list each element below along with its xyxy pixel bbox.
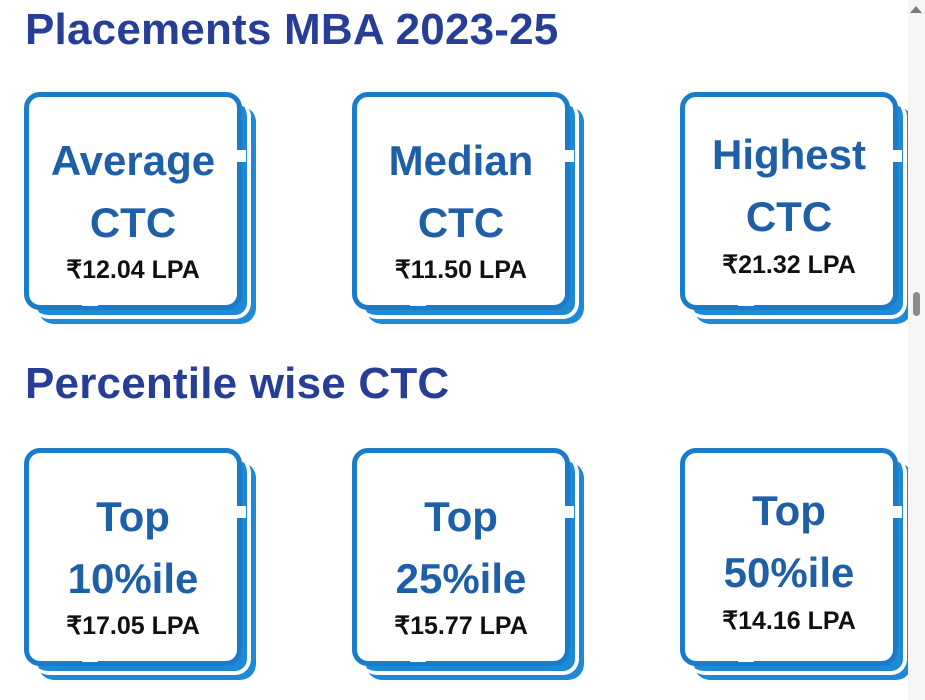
card-label-line1: Top [96, 493, 170, 540]
card-face [24, 92, 242, 310]
card-label-line2: CTC [417, 199, 505, 246]
stat-card-top-50-percentile: Top 50%ile ₹14.16 LPA [680, 448, 916, 684]
card-value: ₹15.77 LPA [394, 612, 528, 640]
stat-card-top-25-percentile: Top 25%ile ₹15.77 LPA [352, 448, 588, 684]
card-value: ₹14.16 LPA [722, 607, 856, 635]
card-label-line2: CTC [89, 199, 177, 246]
stat-card-average-ctc: Average CTC ₹12.04 LPA [24, 92, 260, 328]
card-stripe [361, 101, 579, 319]
card-face [352, 448, 570, 666]
stat-card-highest-ctc: Highest CTC ₹21.32 LPA [680, 92, 916, 328]
card-stripe [33, 457, 251, 675]
card-stripe [361, 457, 579, 675]
card-label-line1: Top [752, 487, 826, 534]
card-value: ₹21.32 LPA [722, 251, 856, 279]
card-face [24, 448, 242, 666]
card-value: ₹11.50 LPA [394, 256, 528, 284]
card-label-line1: Highest [711, 131, 866, 178]
card-label-line2: 25%ile [395, 555, 527, 602]
card-label-line2: 10%ile [67, 555, 199, 602]
card-label-line1: Median [388, 137, 534, 184]
card-face [352, 92, 570, 310]
vertical-scrollbar[interactable] [908, 0, 925, 700]
card-value: ₹17.05 LPA [66, 612, 200, 640]
section-title-percentile: Percentile wise CTC [25, 359, 450, 408]
card-value: ₹12.04 LPA [66, 256, 200, 284]
section-title-placements: Placements MBA 2023-25 [25, 5, 559, 54]
card-stripe [689, 457, 907, 675]
card-label-line1: Average [50, 137, 216, 184]
card-label-line2: 50%ile [723, 549, 855, 596]
card-stripe [33, 101, 251, 319]
stat-card-median-ctc: Median CTC ₹11.50 LPA [352, 92, 588, 328]
card-face [680, 448, 898, 666]
card-face [680, 92, 898, 310]
card-label-line1: Top [424, 493, 498, 540]
card-stripe [689, 101, 907, 319]
stat-card-top-10-percentile: Top 10%ile ₹17.05 LPA [24, 448, 260, 684]
scrollbar-thumb[interactable] [913, 292, 920, 316]
chevron-up-icon[interactable] [910, 6, 922, 13]
card-label-line2: CTC [745, 193, 833, 240]
